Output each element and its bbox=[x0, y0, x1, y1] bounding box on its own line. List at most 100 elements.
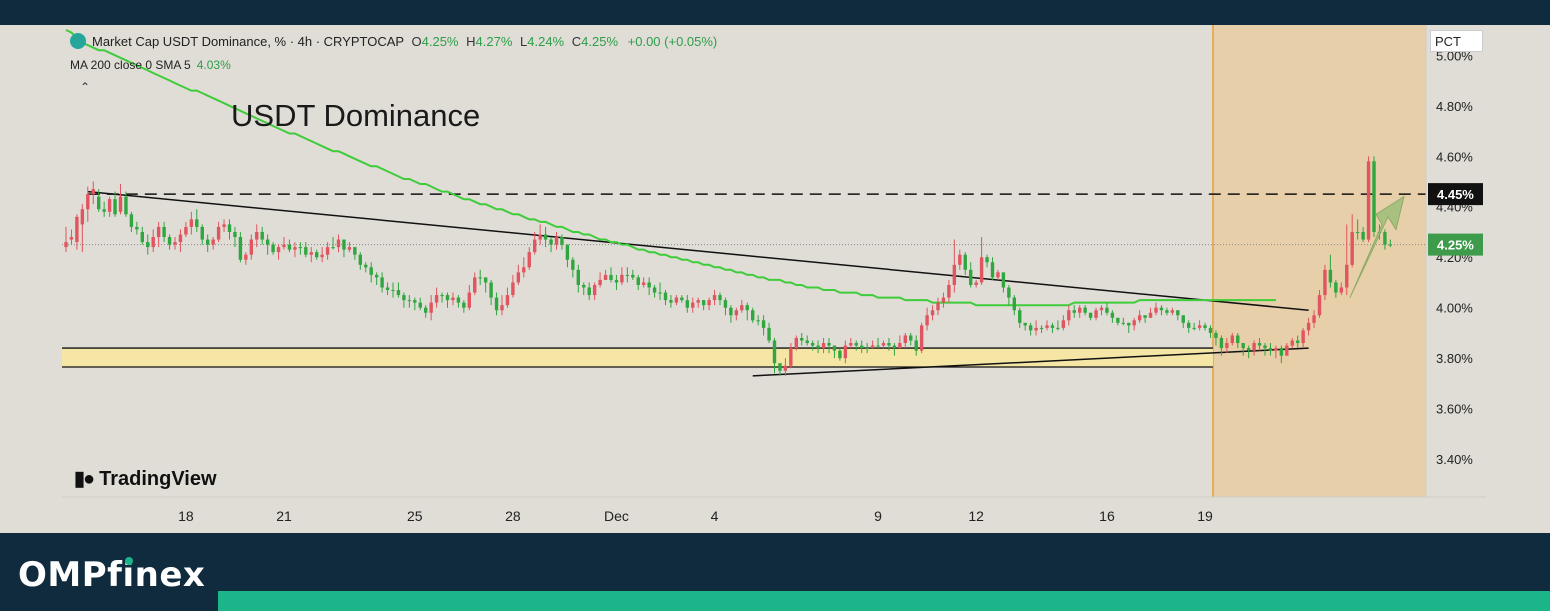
candle bbox=[1132, 317, 1136, 331]
candle-body bbox=[783, 365, 788, 371]
tradingview-symbol-icon bbox=[70, 33, 86, 49]
candle-body bbox=[1050, 325, 1055, 328]
candle bbox=[233, 226, 237, 248]
candle bbox=[227, 219, 232, 240]
candle bbox=[1323, 264, 1327, 301]
candle-body bbox=[794, 337, 798, 349]
candle bbox=[1012, 295, 1016, 316]
candle-body bbox=[1361, 231, 1365, 240]
candle bbox=[941, 292, 946, 308]
candle bbox=[832, 345, 837, 359]
candle bbox=[1165, 307, 1169, 316]
candle bbox=[146, 234, 150, 255]
candle-body bbox=[86, 194, 90, 210]
candle-body bbox=[734, 310, 739, 316]
axis-unit-button[interactable]: PCT bbox=[1430, 30, 1483, 52]
candle bbox=[745, 302, 749, 321]
collapse-legend-icon[interactable]: ⌃ bbox=[79, 80, 91, 94]
candle-body bbox=[200, 226, 204, 240]
candle-body bbox=[1230, 335, 1234, 344]
candle bbox=[707, 297, 711, 311]
candle bbox=[483, 277, 488, 293]
candle bbox=[609, 267, 613, 283]
candlestick-chart[interactable]: 5.00%4.80%4.60%4.40%4.20%4.00%3.80%3.60%… bbox=[0, 25, 1550, 533]
candle bbox=[1334, 279, 1338, 298]
candle bbox=[1148, 307, 1153, 318]
candle-body bbox=[533, 239, 537, 253]
candle bbox=[445, 292, 450, 308]
candle-body bbox=[598, 279, 602, 285]
candle-body bbox=[609, 274, 613, 280]
candle bbox=[500, 295, 504, 316]
candle bbox=[554, 231, 559, 250]
candle-body bbox=[434, 295, 439, 303]
candle bbox=[1285, 343, 1289, 356]
candle bbox=[620, 267, 624, 285]
candle bbox=[64, 226, 68, 253]
candle-body bbox=[178, 234, 183, 243]
price-label-bg bbox=[1428, 183, 1483, 206]
candle-body bbox=[184, 226, 188, 235]
candle bbox=[614, 274, 619, 291]
symbol-legend[interactable]: Market Cap USDT Dominance, % · 4h · CRYP… bbox=[70, 33, 717, 49]
candle bbox=[1050, 322, 1055, 333]
candle-body bbox=[1165, 310, 1169, 313]
candle bbox=[800, 332, 804, 346]
candle bbox=[663, 290, 668, 306]
candle-body bbox=[107, 199, 112, 212]
ma-indicator-legend[interactable]: MA 200 close 0 SMA 5 4.03% bbox=[70, 58, 231, 72]
candle-body bbox=[1099, 307, 1104, 311]
candle-body bbox=[554, 237, 559, 245]
candle bbox=[1181, 315, 1185, 328]
candle bbox=[729, 305, 733, 323]
candle bbox=[97, 189, 101, 212]
candle-body bbox=[969, 269, 973, 285]
candle-body bbox=[227, 224, 232, 232]
candle-body bbox=[958, 254, 962, 265]
candle bbox=[1154, 302, 1158, 316]
candle-body bbox=[97, 196, 101, 210]
candle bbox=[1252, 340, 1256, 356]
candle-body bbox=[680, 297, 684, 301]
candle-body bbox=[238, 237, 243, 260]
candle bbox=[827, 337, 831, 354]
candle bbox=[1001, 272, 1006, 293]
candle bbox=[1159, 305, 1164, 316]
candle-body bbox=[135, 226, 139, 230]
candle bbox=[696, 297, 700, 308]
candle-body bbox=[707, 300, 711, 306]
candle-body bbox=[69, 237, 74, 240]
candle-body bbox=[1154, 307, 1158, 313]
candle-body bbox=[1088, 312, 1093, 318]
candle bbox=[1208, 325, 1213, 338]
price-label-dark: 4.45% bbox=[1428, 183, 1483, 206]
candle-body bbox=[914, 340, 918, 351]
candle-body bbox=[1383, 231, 1387, 245]
candle bbox=[336, 234, 341, 253]
candle-body bbox=[271, 244, 275, 253]
close-value: 4.25% bbox=[581, 34, 619, 49]
candle bbox=[582, 282, 586, 296]
candle bbox=[211, 237, 215, 250]
candle-body bbox=[1159, 307, 1164, 311]
candle-body bbox=[1219, 337, 1224, 349]
candle-body bbox=[691, 302, 695, 308]
price-label-text: 4.25% bbox=[1437, 238, 1474, 253]
candle bbox=[647, 277, 651, 296]
candle-body bbox=[1067, 310, 1071, 321]
candle bbox=[1121, 317, 1125, 326]
candle-body bbox=[1187, 322, 1191, 328]
candle-body bbox=[1072, 310, 1076, 313]
candle bbox=[1034, 320, 1038, 336]
candle bbox=[1007, 284, 1011, 306]
candle-body bbox=[1296, 340, 1300, 344]
candle bbox=[309, 247, 313, 263]
candle-body bbox=[1246, 348, 1251, 351]
candle bbox=[1072, 305, 1076, 318]
candle-body bbox=[696, 300, 700, 303]
watermark-text: TradingView bbox=[99, 468, 217, 490]
candle bbox=[1339, 282, 1343, 296]
candle bbox=[1023, 322, 1027, 331]
candle-body bbox=[843, 345, 848, 359]
candle bbox=[271, 242, 275, 255]
